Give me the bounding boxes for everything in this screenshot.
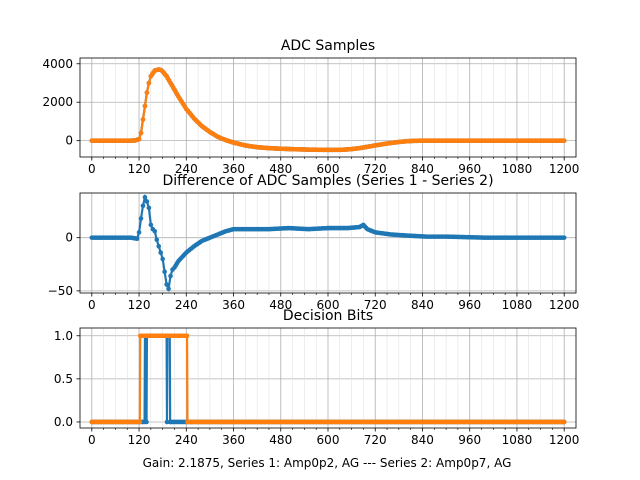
x-tick-label: 360 xyxy=(222,298,245,312)
data-point xyxy=(561,235,567,240)
x-tick-label: 1200 xyxy=(549,162,580,176)
adc-samples-panel: 0 120 240 360 480 600 720 840 960 1080 1200 0 2000 40… xyxy=(42,38,579,176)
data-point xyxy=(158,250,163,255)
x-tick-label: 0 xyxy=(88,433,96,447)
x-tick-label: 1080 xyxy=(502,433,533,447)
x-tick-label: 600 xyxy=(317,433,340,447)
chart-title: Decision Bits xyxy=(283,308,373,324)
plot-area xyxy=(89,193,567,293)
x-tick-label: 480 xyxy=(269,298,292,312)
data-point xyxy=(164,419,170,425)
data-point xyxy=(138,130,144,136)
x-tick-label: 0 xyxy=(88,162,96,176)
x-tick-label: 120 xyxy=(128,433,151,447)
data-point xyxy=(162,269,167,275)
x-tick-label: 360 xyxy=(222,433,245,447)
data-point xyxy=(561,138,567,143)
y-tick-label: 0.0 xyxy=(54,415,73,429)
data-point xyxy=(140,117,146,122)
x-tick-label: 120 xyxy=(128,298,151,312)
data-point xyxy=(184,333,190,339)
x-tick-label: 480 xyxy=(269,162,292,176)
chart-title: Difference of ADC Samples (Series 1 - Se… xyxy=(162,173,493,189)
figure-xlabel: Gain: 2.1875, Series 1: Amp0p2, AG --- S… xyxy=(143,456,512,470)
data-point xyxy=(142,103,148,109)
chart-title: ADC Samples xyxy=(281,38,375,54)
series-markers-2 xyxy=(89,67,567,153)
x-tick-label: 1080 xyxy=(502,162,533,176)
decision-bits-panel: 0 120 240 360 480 600 720 840 960 1080 1200 0.0 0.5 1… xyxy=(54,308,580,447)
x-tick-label: 480 xyxy=(269,433,292,447)
x-tick-label: 240 xyxy=(175,298,198,312)
x-tick-label: 1080 xyxy=(502,298,533,312)
data-point xyxy=(137,419,143,425)
data-point xyxy=(144,199,150,204)
x-tick-label: 840 xyxy=(411,162,434,176)
data-point xyxy=(148,222,154,228)
x-tick-label: 360 xyxy=(222,162,245,176)
data-point xyxy=(146,205,152,211)
data-point xyxy=(160,256,165,262)
data-point xyxy=(136,230,142,235)
series-markers-2 xyxy=(89,333,567,425)
x-tick-label: 720 xyxy=(364,162,387,176)
y-tick-label: 1.0 xyxy=(54,329,73,343)
data-point xyxy=(134,236,140,242)
x-tick-label: 1200 xyxy=(549,298,580,312)
x-tick-label: 720 xyxy=(364,298,387,312)
y-tick-label: 0 xyxy=(65,231,73,245)
data-point xyxy=(156,243,162,249)
y-tick-label: 0.5 xyxy=(54,372,73,386)
x-tick-label: 240 xyxy=(175,162,198,176)
y-tick-label: −50 xyxy=(48,284,73,298)
data-point xyxy=(140,203,146,209)
plot-area xyxy=(89,333,567,425)
data-point xyxy=(164,282,169,287)
y-tick-label: 2000 xyxy=(42,95,73,109)
x-tick-label: 960 xyxy=(458,433,481,447)
data-point xyxy=(136,136,142,142)
data-point xyxy=(138,216,144,221)
x-tick-label: 240 xyxy=(175,433,198,447)
x-tick-label: 960 xyxy=(458,298,481,312)
data-point xyxy=(152,228,158,234)
y-tick-label: 4000 xyxy=(42,57,73,71)
plot-area xyxy=(89,67,567,153)
data-point xyxy=(561,419,567,425)
data-point xyxy=(168,273,173,279)
data-point xyxy=(144,419,149,425)
y-tick-label: 0 xyxy=(65,134,73,148)
x-tick-label: 600 xyxy=(317,162,340,176)
series-markers-1 xyxy=(89,194,567,292)
x-tick-label: 0 xyxy=(88,298,96,312)
x-tick-label: 120 xyxy=(128,162,151,176)
data-point xyxy=(166,286,171,292)
x-tick-label: 600 xyxy=(317,298,340,312)
x-tick-label: 960 xyxy=(458,162,481,176)
data-point xyxy=(144,90,150,95)
x-tick-label: 840 xyxy=(411,433,434,447)
data-point xyxy=(154,237,160,243)
x-tick-label: 1200 xyxy=(549,433,580,447)
difference-panel: 0 120 240 360 480 600 720 840 960 1080 1200 −50 0 Dif… xyxy=(48,173,580,312)
data-point xyxy=(146,80,152,86)
x-tick-label: 720 xyxy=(364,433,387,447)
data-point xyxy=(142,194,148,200)
x-tick-label: 840 xyxy=(411,298,434,312)
